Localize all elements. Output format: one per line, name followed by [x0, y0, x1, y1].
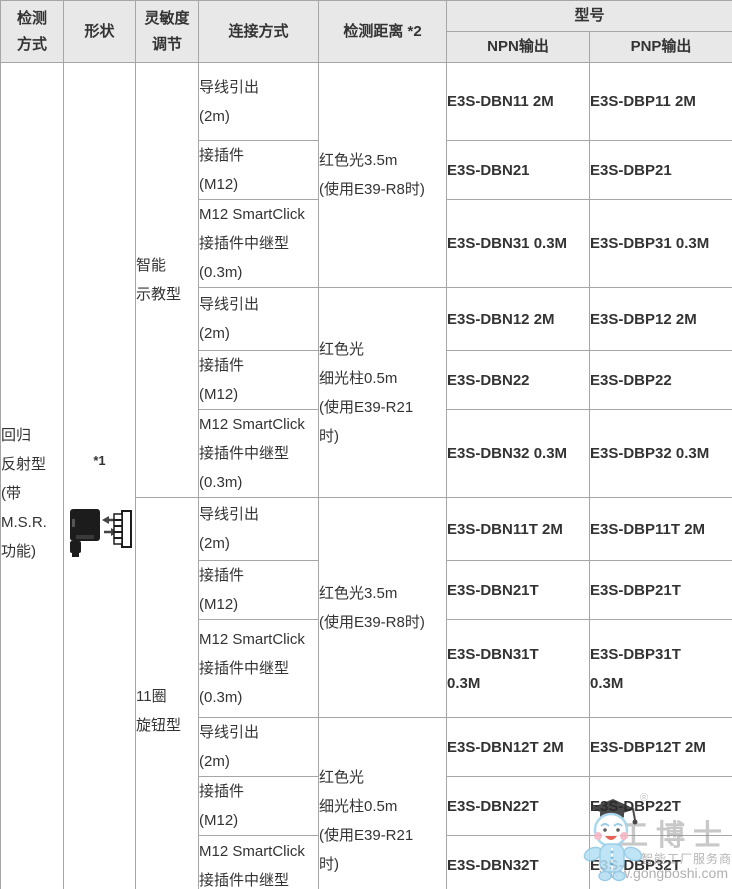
npn-model-cell: E3S-DBN11T 2M — [446, 497, 590, 561]
pnp-model-cell: E3S-DBP32T 0.3M — [588, 835, 732, 889]
shape-cell: *1 — [63, 62, 136, 889]
pnp-model-cell: E3S-DBP22T — [588, 776, 732, 836]
connection-cell: 接插件 (M12) — [198, 140, 319, 200]
npn-model-cell: E3S-DBN12 2M — [446, 287, 590, 351]
distance-cell: 红色光3.5m (使用E39-R8时) — [318, 62, 447, 288]
pnp-model-cell: E3S-DBP21T — [588, 560, 732, 620]
pnp-model-cell: E3S-DBP21 — [588, 140, 732, 200]
npn-model-cell: E3S-DBN32 0.3M — [446, 409, 590, 498]
col-header-shape: 形状 — [63, 0, 136, 63]
col-header-npn-output: NPN输出 — [446, 31, 590, 63]
connection-cell: 导线引出 (2m) — [198, 287, 319, 351]
pnp-model-cell: E3S-DBP31 0.3M — [588, 199, 732, 288]
pnp-model-cell: E3S-DBP11 2M — [588, 62, 732, 141]
col-header-model: 型号 — [445, 0, 732, 32]
connection-cell: M12 SmartClick 接插件中继型 (0.3m) — [198, 199, 319, 288]
connection-cell: M12 SmartClick 接插件中继型 (0.3m) — [198, 619, 319, 718]
pnp-model-cell: E3S-DBP32 0.3M — [588, 409, 732, 498]
npn-model-cell: E3S-DBN31 0.3M — [446, 199, 590, 288]
distance-cell: 红色光 细光柱0.5m (使用E39-R21 时) — [318, 717, 447, 889]
col-header-connection: 连接方式 — [198, 0, 319, 63]
pnp-model-cell: E3S-DBP22 — [588, 350, 732, 410]
npn-model-cell: E3S-DBN21T — [446, 560, 590, 620]
connection-cell: M12 SmartClick 接插件中继型 (0.3m) — [198, 835, 319, 889]
connection-cell: 接插件 (M12) — [198, 350, 319, 410]
distance-cell: 红色光3.5m (使用E39-R8时) — [318, 497, 447, 718]
connection-cell: 导线引出 (2m) — [198, 717, 319, 777]
npn-model-cell: E3S-DBN12T 2M — [446, 717, 590, 777]
shape-footnote: *1 — [93, 452, 106, 468]
npn-model-cell: E3S-DBN11 2M — [446, 62, 590, 141]
connection-cell: 导线引出 (2m) — [198, 62, 319, 141]
npn-model-cell: E3S-DBN31T 0.3M — [446, 619, 590, 718]
connection-cell: 接插件 (M12) — [198, 560, 319, 620]
connection-cell: 接插件 (M12) — [198, 776, 319, 836]
pnp-model-cell: E3S-DBP31T 0.3M — [588, 619, 732, 718]
npn-model-cell: E3S-DBN32T 0.3M — [446, 835, 590, 889]
detection-method-cell: 回归 反射型 (带 M.S.R. 功能) — [0, 62, 64, 889]
col-header-sensitivity: 灵敏度 调节 — [135, 0, 199, 63]
pnp-model-cell: E3S-DBP12 2M — [588, 287, 732, 351]
col-header-detection-method: 检测 方式 — [0, 0, 64, 63]
npn-model-cell: E3S-DBN21 — [446, 140, 590, 200]
npn-model-cell: E3S-DBN22 — [446, 350, 590, 410]
npn-model-cell: E3S-DBN22T — [446, 776, 590, 836]
col-header-pnp-output: PNP输出 — [588, 31, 732, 63]
sensitivity-group-smart-teach-cell: 智能 示教型 — [135, 62, 199, 498]
distance-cell: 红色光 细光柱0.5m (使用E39-R21 时) — [318, 287, 447, 498]
pnp-model-cell: E3S-DBP12T 2M — [588, 717, 732, 777]
connection-cell: 导线引出 (2m) — [198, 497, 319, 561]
pnp-model-cell: E3S-DBP11T 2M — [588, 497, 732, 561]
connection-cell: M12 SmartClick 接插件中继型 (0.3m) — [198, 409, 319, 498]
sensor-reflector-illustration — [69, 508, 132, 557]
sensitivity-group-knob-cell: 11圈 旋钮型 — [135, 497, 199, 889]
col-header-distance: 检测距离 *2 — [318, 0, 447, 63]
